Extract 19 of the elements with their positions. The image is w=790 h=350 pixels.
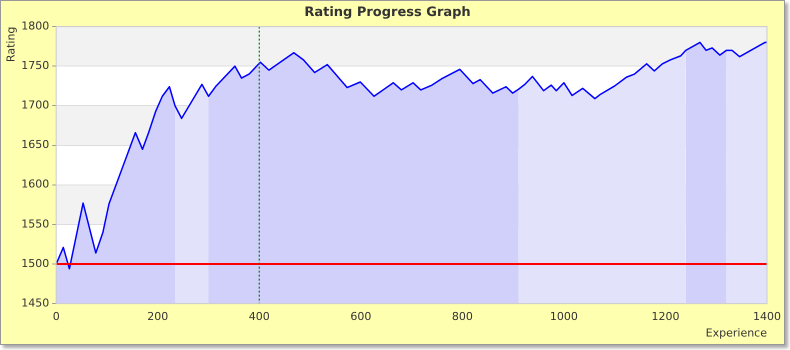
x-tick-label: 800 bbox=[452, 310, 473, 324]
x-tick-label: 400 bbox=[248, 310, 270, 324]
y-tick-label: 1500 bbox=[21, 256, 50, 270]
x-tick-label: 1200 bbox=[651, 310, 680, 324]
x-tick-label: 200 bbox=[147, 310, 168, 324]
x-tick-label: 1400 bbox=[753, 310, 782, 324]
y-tick-label: 1600 bbox=[21, 178, 50, 191]
y-tick-label: 1450 bbox=[21, 296, 50, 310]
y-tick-label: 1650 bbox=[21, 138, 50, 152]
x-tick-label: 0 bbox=[52, 310, 60, 324]
y-tick-label: 1800 bbox=[21, 19, 50, 32]
x-tick-label: 1000 bbox=[550, 310, 578, 324]
y-tick-label: 1700 bbox=[21, 98, 50, 112]
y-tick-label: 1750 bbox=[21, 59, 50, 72]
y-tick-label: 1550 bbox=[21, 217, 50, 230]
chart-title: Rating Progress Graph bbox=[304, 5, 471, 20]
x-tick-label: 600 bbox=[350, 310, 372, 324]
y-axis-title: Rating bbox=[4, 26, 18, 62]
x-axis-title: Experience bbox=[706, 326, 768, 340]
